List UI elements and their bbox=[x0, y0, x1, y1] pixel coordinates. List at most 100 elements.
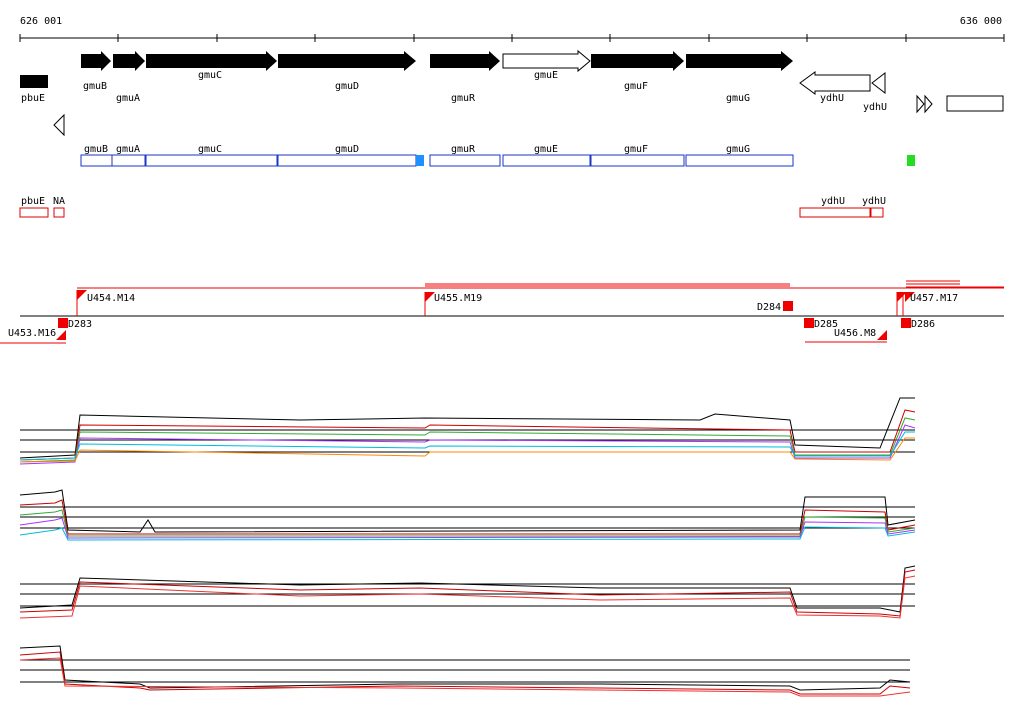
gene-arrow bbox=[502, 49, 591, 73]
trace bbox=[19, 431, 915, 461]
annotation-label: gmuA bbox=[116, 144, 140, 155]
gene-label: gmuF bbox=[624, 81, 648, 92]
trace bbox=[19, 417, 916, 463]
expression-panel bbox=[19, 565, 916, 619]
gene-arrow bbox=[430, 51, 500, 71]
transcript-track: U454.M14 U455.M19 D284 U453.M16 D283 D28… bbox=[0, 280, 1004, 344]
gene-arrow bbox=[113, 51, 145, 71]
trace bbox=[19, 489, 916, 533]
gene-arrows: gmuB gmuA gmuC gmuD gmuR gmuE gmuF gmuG … bbox=[20, 49, 1004, 137]
gene-arrow bbox=[81, 51, 111, 71]
reference-lines bbox=[20, 659, 910, 683]
flag bbox=[783, 301, 793, 311]
annotation-label: gmuG bbox=[726, 144, 750, 155]
gene-arrow bbox=[53, 113, 65, 137]
flag bbox=[897, 292, 907, 302]
gene-label: gmuA bbox=[116, 93, 140, 104]
reference-lines bbox=[20, 506, 915, 529]
annotation-label: gmuF bbox=[624, 144, 648, 155]
transcript-label: D285 bbox=[814, 319, 838, 330]
transcript-label: U456.M8 bbox=[834, 328, 876, 339]
feature-label: NA bbox=[53, 196, 65, 207]
annotation-box bbox=[145, 154, 278, 167]
flag bbox=[58, 318, 68, 328]
gene-label: gmuC bbox=[198, 70, 222, 81]
flag bbox=[425, 292, 435, 302]
gene-label: gmuR bbox=[451, 93, 476, 104]
annotation-box bbox=[429, 154, 501, 167]
expression-panel bbox=[19, 645, 911, 697]
feature-box bbox=[53, 207, 65, 218]
transcript-label: D286 bbox=[911, 319, 935, 330]
transcript-label: D283 bbox=[68, 319, 92, 330]
ruler-ticks bbox=[19, 34, 1005, 42]
transcript-label: U457.M17 bbox=[910, 293, 958, 304]
trace bbox=[19, 509, 916, 537]
trace bbox=[19, 526, 916, 541]
flag bbox=[56, 330, 66, 340]
gene-arrow bbox=[278, 51, 416, 71]
gene-label: ydhU bbox=[863, 102, 887, 113]
gene-arrow bbox=[924, 94, 933, 114]
transcript-label: U455.M19 bbox=[434, 293, 482, 304]
annotation-labels: gmuB gmuA gmuC gmuD gmuR gmuE gmuF gmuG bbox=[84, 144, 750, 155]
expression-panel bbox=[19, 397, 916, 465]
gene-arrow bbox=[146, 51, 277, 71]
gene-box bbox=[20, 75, 48, 88]
annotation-label: gmuD bbox=[335, 144, 359, 155]
annotation-box bbox=[502, 154, 591, 167]
feature-box bbox=[870, 207, 884, 218]
gene-arrow bbox=[686, 51, 793, 71]
flag bbox=[901, 318, 911, 328]
gene-label: gmuD bbox=[335, 81, 359, 92]
marker bbox=[907, 155, 915, 166]
gene-label: gmuB bbox=[83, 81, 107, 92]
trace bbox=[19, 397, 915, 459]
feature-label: pbuE bbox=[21, 196, 45, 207]
feature-box bbox=[799, 207, 871, 218]
trace bbox=[19, 517, 916, 539]
annotation-label: gmuR bbox=[451, 144, 476, 155]
flag bbox=[905, 292, 915, 302]
expression-panel bbox=[19, 489, 916, 541]
trace bbox=[19, 569, 916, 617]
flag bbox=[77, 290, 87, 300]
gene-label: gmuG bbox=[726, 93, 750, 104]
transcript-lines bbox=[0, 280, 1004, 344]
annotation-label: gmuB bbox=[84, 144, 108, 155]
gene-label: ydhU bbox=[820, 93, 844, 104]
annotation-box bbox=[277, 154, 417, 167]
transcript-label: U453.M16 bbox=[8, 328, 56, 339]
trace bbox=[19, 437, 915, 463]
gene-arrow bbox=[871, 71, 886, 95]
flag bbox=[877, 330, 887, 340]
marker bbox=[416, 155, 424, 166]
gene-box bbox=[946, 95, 1004, 112]
annotation-box bbox=[111, 154, 146, 167]
ruler-start: 626 001 bbox=[20, 16, 62, 27]
ruler: 626 001 636 000 bbox=[19, 16, 1005, 42]
feature-label: ydhU bbox=[821, 196, 845, 207]
ruler-end: 636 000 bbox=[960, 16, 1002, 27]
annotation-label: gmuE bbox=[534, 144, 558, 155]
trace bbox=[19, 499, 916, 535]
transcript-stems bbox=[76, 290, 904, 316]
annotation-box bbox=[590, 154, 685, 167]
transcript-label: D284 bbox=[757, 302, 781, 313]
gene-arrow bbox=[591, 51, 684, 71]
annotation-track bbox=[80, 154, 915, 167]
feature-label: ydhU bbox=[862, 196, 886, 207]
other-features: pbuE NA ydhU ydhU bbox=[19, 196, 886, 218]
trace bbox=[19, 657, 911, 697]
gene-arrow bbox=[916, 94, 925, 114]
trace bbox=[19, 409, 916, 461]
trace bbox=[19, 645, 911, 691]
reference-lines bbox=[20, 429, 915, 453]
annotation-box bbox=[685, 154, 794, 167]
gene-label: gmuE bbox=[534, 70, 558, 81]
trace bbox=[19, 575, 916, 619]
gene-arrow bbox=[799, 71, 871, 95]
flag bbox=[804, 318, 814, 328]
gene-label: pbuE bbox=[21, 93, 45, 104]
